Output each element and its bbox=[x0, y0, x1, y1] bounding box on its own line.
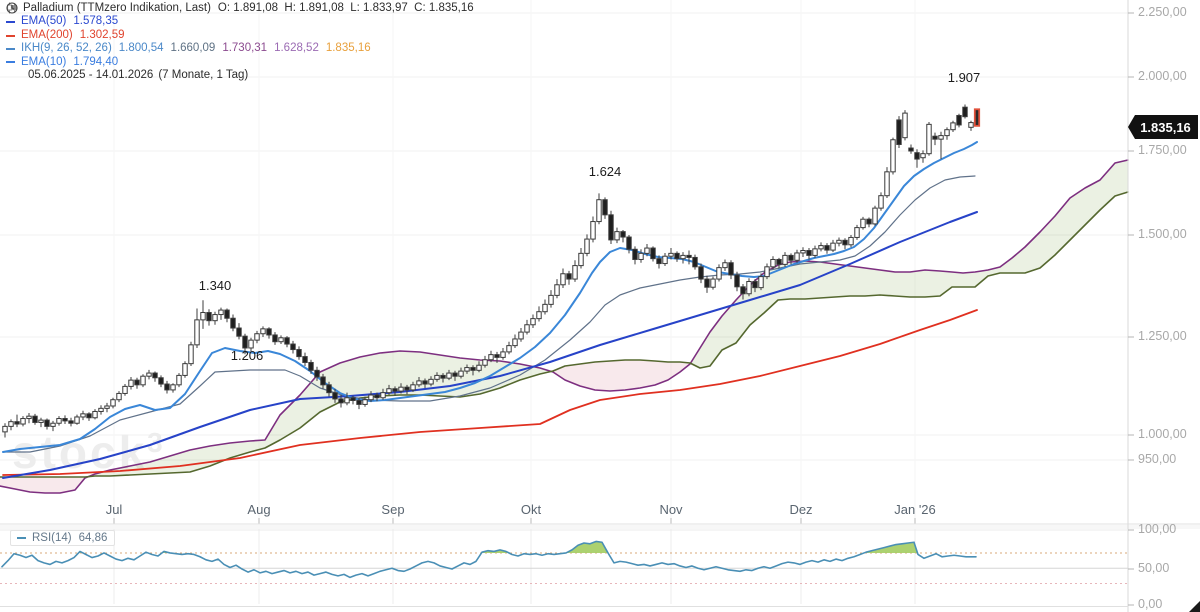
instrument-title: Palladium (TTMzero Indikation, Last) bbox=[23, 2, 211, 14]
ikh-chikou-value: 1.835,16 bbox=[325, 42, 371, 55]
rsi-line-icon bbox=[17, 537, 26, 539]
axis-month-label: Jan '26 bbox=[894, 502, 936, 517]
axis-month-label: Nov bbox=[659, 502, 683, 517]
ikh-tenkan-value: 1.800,54 bbox=[118, 42, 164, 55]
rsi-axis-label: 100,00 bbox=[1138, 522, 1177, 536]
price-axis-label: 1.500,00 bbox=[1138, 227, 1187, 241]
price-axis-label: 1.750,00 bbox=[1138, 143, 1187, 157]
candlestick-series-icon bbox=[6, 2, 19, 15]
swing-price-label: 1.624 bbox=[588, 164, 622, 179]
axis-month-label: Aug bbox=[247, 502, 271, 517]
ikh-senkou-a-value: 1.730,31 bbox=[222, 42, 268, 55]
axis-month-label: Jul bbox=[105, 502, 123, 517]
ema200-value: 1.302,59 bbox=[79, 28, 125, 41]
rsi-label: RSI(14) bbox=[32, 532, 72, 544]
legend-ema200-row[interactable]: EMA(200) 1.302,59 bbox=[6, 29, 474, 42]
axis-month-label: Okt bbox=[520, 502, 542, 517]
ema10-line-icon bbox=[6, 61, 15, 64]
legend-daterange-row: 05.06.2025 - 14.01.2026 (7 Monate, 1 Tag… bbox=[6, 2, 474, 82]
price-axis-label: 2.250,00 bbox=[1138, 5, 1187, 19]
swing-price-label: 1.907 bbox=[947, 70, 981, 85]
price-axis-label: 2.000,00 bbox=[1138, 69, 1187, 83]
date-duration: (7 Monate, 1 Tag) bbox=[158, 69, 249, 82]
rsi-legend[interactable]: RSI(14) 64,86 bbox=[10, 530, 116, 546]
ema50-line-icon bbox=[6, 21, 15, 24]
legend-instrument-row: Palladium (TTMzero Indikation, Last) O: … bbox=[6, 2, 474, 15]
rsi-axis-label: 0,00 bbox=[1138, 597, 1163, 611]
legend-ema10-row[interactable]: EMA(10) 1.794,40 bbox=[6, 56, 474, 69]
ikh-line-icon bbox=[6, 47, 15, 50]
ema50-value: 1.578,35 bbox=[73, 15, 119, 28]
ikh-kijun-value: 1.660,09 bbox=[170, 42, 216, 55]
ikh-label: IKH(9, 26, 52, 26) bbox=[21, 42, 112, 55]
axis-month-label: Dez bbox=[789, 502, 813, 517]
rsi-value: 64,86 bbox=[78, 532, 108, 544]
ema200-line-icon bbox=[6, 34, 15, 37]
panel-resize-handle[interactable] bbox=[1189, 601, 1200, 612]
ikh-senkou-b-value: 1.628,52 bbox=[274, 42, 319, 55]
date-range: 05.06.2025 - 14.01.2026 bbox=[28, 69, 154, 82]
ema10-value: 1.794,40 bbox=[73, 55, 119, 68]
chart-legend: Palladium (TTMzero Indikation, Last) O: … bbox=[6, 2, 474, 82]
axis-month-label: Sep bbox=[381, 502, 405, 517]
swing-price-label: 1.206 bbox=[230, 348, 264, 363]
rsi-axis-label: 50,00 bbox=[1138, 561, 1170, 575]
legend-ema50-row[interactable]: EMA(50) 1.578,35 bbox=[6, 15, 474, 28]
price-axis-label: 950,00 bbox=[1138, 452, 1177, 466]
legend-ikh-row[interactable]: IKH(9, 26, 52, 26) 1.800,54 1.660,09 1.7… bbox=[6, 42, 474, 55]
price-axis-label: 1.000,00 bbox=[1138, 427, 1187, 441]
ohlc-values: O: 1.891,08 H: 1.891,08 L: 1.833,97 C: 1… bbox=[217, 2, 474, 14]
ema200-label: EMA(200) bbox=[21, 28, 73, 41]
ema50-label: EMA(50) bbox=[21, 15, 67, 28]
clock-icon bbox=[6, 2, 19, 82]
last-price-badge: 1.835,16 bbox=[1128, 115, 1198, 139]
swing-price-label: 1.340 bbox=[198, 278, 232, 293]
ema10-label: EMA(10) bbox=[21, 55, 67, 68]
price-axis-label: 1.250,00 bbox=[1138, 329, 1187, 343]
